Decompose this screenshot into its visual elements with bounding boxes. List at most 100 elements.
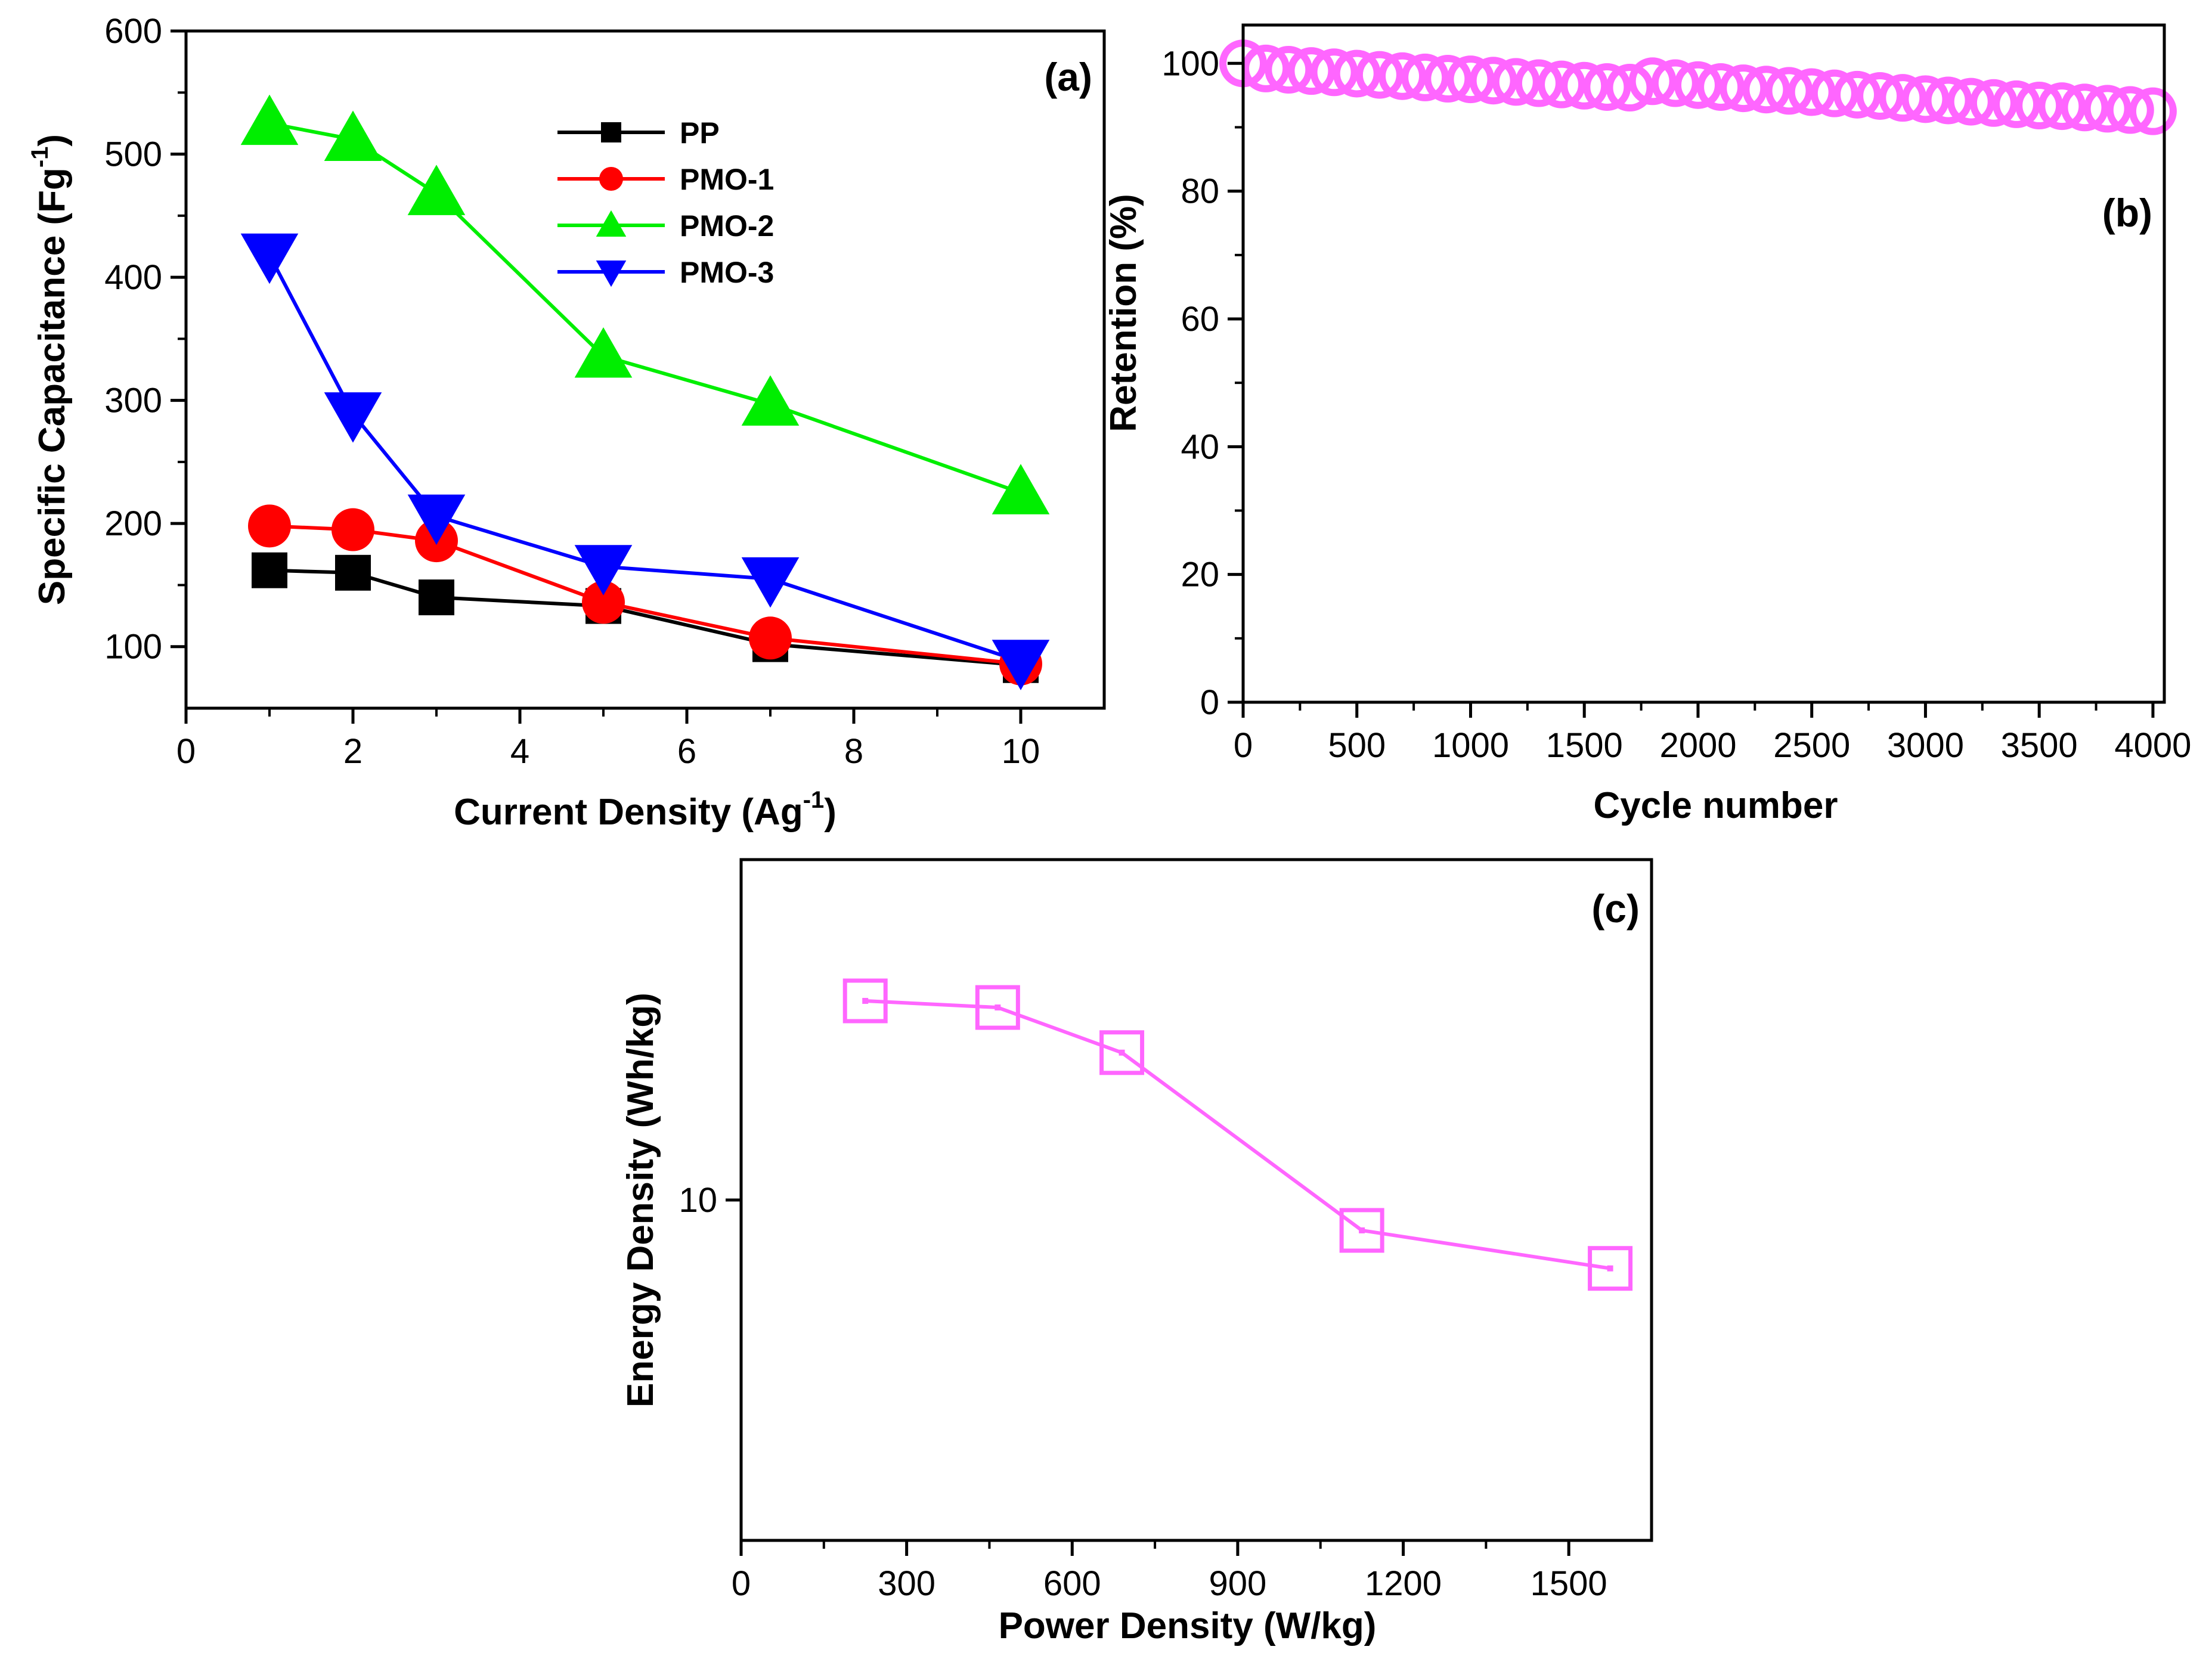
legend-label-pmo-1: PMO-1 (680, 163, 774, 196)
energy-power-point-dot (1119, 1049, 1125, 1056)
energy-power-point-dot (995, 1004, 1001, 1011)
energy-power-line (865, 999, 1611, 1270)
panel-c-plot-frame (739, 858, 1653, 1542)
retention-point (1969, 79, 2018, 127)
panel-c-series-lines (865, 999, 1611, 1270)
panel-c-x-tick-label: 0 (732, 1564, 751, 1603)
panel-a-x-tick-label: 6 (677, 732, 696, 771)
energy-power-point (842, 978, 888, 1024)
energy-power-point-dot (1607, 1265, 1613, 1272)
panel-a-capacitance-chart: 0 2 4 6 8 10 100 200 300 400 500 600 (a) Current De… (27, 12, 1106, 833)
panel-a-y-tick-label: 300 (104, 382, 162, 420)
legend-label-pp: PP (680, 116, 720, 150)
retention-point (1287, 47, 1336, 95)
panel-c-x-tick-label: 600 (1043, 1564, 1101, 1603)
retention-point (1583, 63, 1631, 111)
panel-a-series-lines (268, 121, 1022, 667)
panel-b-x-tick-label: 2500 (1773, 726, 1850, 765)
legend-label-pmo-2: PMO-2 (680, 209, 774, 243)
panel-c-ticks: 0 300 600 900 1200 1500 10 (679, 1181, 1607, 1603)
energy-power-point (975, 985, 1020, 1030)
panel-c-series-markers (842, 978, 1633, 1291)
panel-a-y-tick-label: 400 (104, 258, 162, 297)
panel-c-ragone-chart: 0 300 600 900 1200 1500 10 (c) Power Density (… (620, 858, 1653, 1647)
retention-point (2106, 86, 2154, 134)
panel-a-y-tick-label: 600 (104, 12, 162, 51)
panel-c-x-axis-title: Power Density (W/kg) (999, 1605, 1377, 1647)
panel-b-x-tick-label: 2000 (1659, 726, 1736, 765)
legend-marker-pmo-3 (596, 261, 627, 287)
panel-b-x-tick-label: 1500 (1546, 726, 1623, 765)
retention-point (2061, 83, 2109, 132)
retention-point (1242, 44, 1290, 92)
retention-point (1424, 55, 1472, 103)
retention-point (1265, 46, 1313, 94)
panel-c-x-tick-label: 1200 (1365, 1564, 1442, 1603)
data-point-pmo-2 (324, 110, 382, 161)
panel-b-plot-frame (1241, 23, 2166, 704)
energy-power-point (1339, 1208, 1384, 1253)
panel-b-y-tick-label: 100 (1161, 44, 1219, 83)
data-point-pp (252, 552, 287, 588)
retention-point (1720, 64, 1768, 113)
retention-point (1924, 76, 1972, 125)
retention-point (1810, 69, 1858, 117)
data-point-pmo-3 (407, 494, 466, 545)
panel-b-retention-chart: 0 500 1000 1500 2000 2500 3000 3500 4000 0 20 40 60 8… (1103, 23, 2191, 826)
panel-c-y-axis-title: Energy Density (Wh/kg) (620, 993, 661, 1407)
panel-c-y-tick-label: 10 (679, 1181, 717, 1220)
energy-power-point-box (1099, 1030, 1145, 1075)
energy-power-point-box (975, 985, 1020, 1030)
panel-a-y-tick-label: 200 (104, 504, 162, 543)
retention-point (1787, 68, 1836, 116)
retention-point (2129, 87, 2177, 135)
data-point-pmo-2 (574, 327, 633, 378)
retention-point (1355, 51, 1404, 99)
panel-a-ticks: 0 2 4 6 8 10 100 200 300 400 500 600 (104, 12, 1040, 771)
retention-point (1401, 53, 1449, 101)
data-point-pmo-1 (248, 504, 291, 548)
energy-power-point-box (1588, 1246, 1633, 1291)
retention-point (1538, 60, 1586, 108)
panel-b-series-markers (1219, 39, 2177, 135)
retention-point (1856, 72, 1904, 120)
energy-power-point-dot (862, 997, 869, 1004)
panel-b-x-tick-label: 3000 (1887, 726, 1964, 765)
legend-marker-pmo-2 (596, 210, 627, 237)
retention-point (1446, 55, 1495, 104)
retention-point (1514, 59, 1563, 107)
panel-b-x-tick-label: 4000 (2114, 726, 2191, 765)
energy-power-point (1588, 1246, 1633, 1291)
panel-a-x-axis-title: Current Density (Ag-1) (454, 787, 837, 833)
retention-point (1993, 80, 2041, 128)
retention-point (1492, 58, 1540, 106)
retention-point (1628, 57, 1677, 106)
energy-power-point-box (842, 978, 888, 1024)
retention-point (1651, 59, 1699, 107)
data-point-pmo-3 (324, 392, 382, 443)
legend-marker-pp (601, 122, 621, 142)
panel-a-x-tick-label: 8 (844, 732, 863, 771)
data-point-pmo-1 (582, 581, 625, 624)
panel-c-x-tick-label: 900 (1209, 1564, 1267, 1603)
panel-a-x-tick-label: 10 (1002, 732, 1040, 771)
panel-c-x-tick-label: 300 (878, 1564, 935, 1603)
panel-a-plot-frame (184, 29, 1106, 710)
retention-point (1333, 49, 1381, 98)
retention-point (1901, 75, 1950, 123)
panel-a-y-tick-label: 100 (104, 628, 162, 666)
legend-marker-pmo-1 (599, 167, 623, 191)
panel-b-ticks: 0 500 1000 1500 2000 2500 3000 3500 4000 0 20 40 60 8… (1161, 44, 2191, 765)
retention-point (1606, 64, 1654, 112)
retention-point (2015, 82, 2064, 130)
retention-point (1674, 61, 1722, 109)
data-point-pmo-3 (574, 545, 633, 596)
panel-b-y-tick-label: 80 (1181, 172, 1219, 211)
retention-point (1742, 66, 1790, 114)
panel-b-x-tick-label: 1000 (1432, 726, 1509, 765)
panel-c-x-tick-label: 1500 (1531, 1564, 1607, 1603)
panel-b-x-tick-label: 500 (1328, 726, 1386, 765)
panel-b-y-tick-label: 60 (1181, 300, 1219, 339)
data-point-pp (335, 554, 371, 591)
